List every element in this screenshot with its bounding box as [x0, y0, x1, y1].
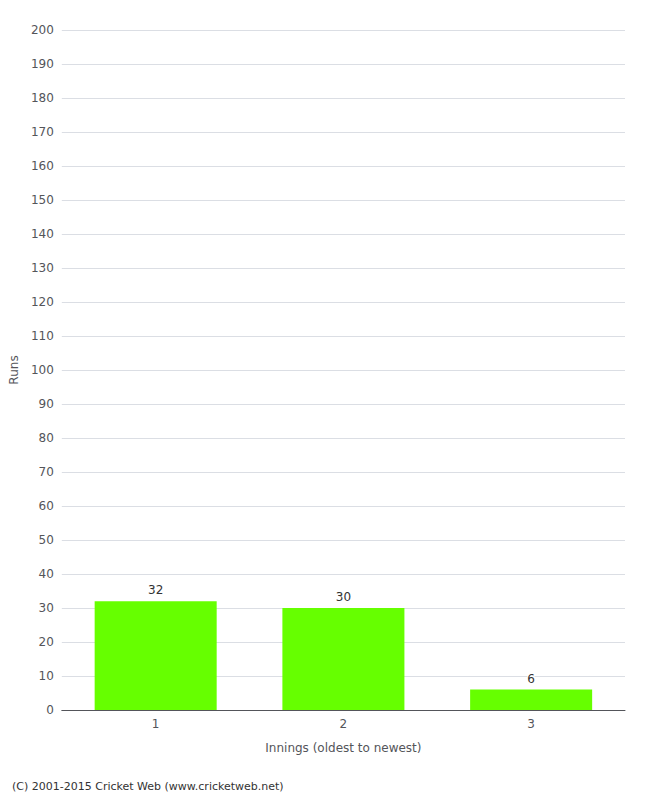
svg-text:60: 60 — [39, 499, 54, 513]
svg-text:100: 100 — [31, 363, 54, 377]
svg-text:120: 120 — [31, 295, 54, 309]
svg-text:110: 110 — [31, 329, 54, 343]
svg-text:Innings (oldest to newest): Innings (oldest to newest) — [265, 741, 421, 755]
svg-text:2: 2 — [340, 717, 348, 731]
svg-text:10: 10 — [39, 669, 54, 683]
svg-text:40: 40 — [39, 567, 54, 581]
svg-text:150: 150 — [31, 193, 54, 207]
svg-text:140: 140 — [31, 227, 54, 241]
svg-text:1: 1 — [152, 717, 160, 731]
svg-text:30: 30 — [39, 601, 54, 615]
svg-text:190: 190 — [31, 57, 54, 71]
svg-text:Runs: Runs — [7, 355, 21, 384]
svg-text:30: 30 — [336, 590, 351, 604]
svg-text:170: 170 — [31, 125, 54, 139]
svg-text:200: 200 — [31, 23, 54, 37]
svg-text:0: 0 — [46, 703, 54, 717]
svg-text:80: 80 — [39, 431, 54, 445]
svg-text:6: 6 — [527, 672, 535, 686]
svg-text:20: 20 — [39, 635, 54, 649]
svg-text:3: 3 — [527, 717, 535, 731]
svg-text:160: 160 — [31, 159, 54, 173]
svg-text:180: 180 — [31, 91, 54, 105]
svg-text:70: 70 — [39, 465, 54, 479]
svg-text:(C) 2001-2015 Cricket Web (www: (C) 2001-2015 Cricket Web (www.cricketwe… — [12, 780, 284, 793]
svg-text:50: 50 — [39, 533, 54, 547]
svg-text:90: 90 — [39, 397, 54, 411]
svg-text:130: 130 — [31, 261, 54, 275]
svg-text:32: 32 — [148, 583, 163, 597]
